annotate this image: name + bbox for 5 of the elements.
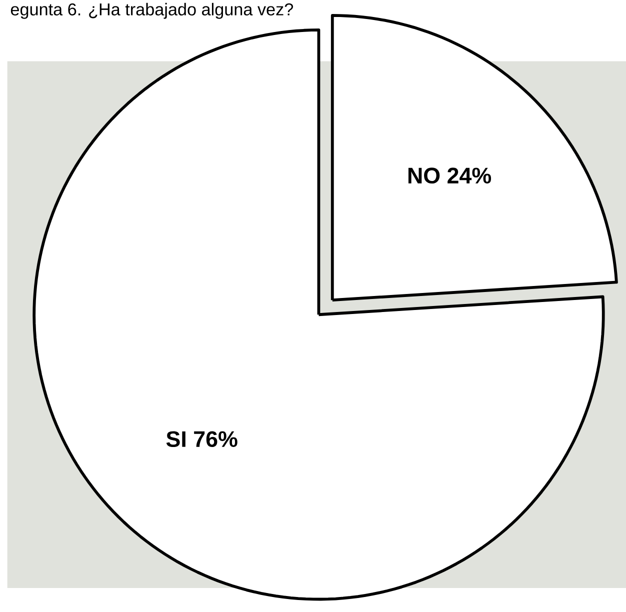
chart-title: egunta 6. ¿Ha trabajado alguna vez? xyxy=(10,3,294,19)
data-label: 76% xyxy=(194,431,238,448)
data-label: 24% xyxy=(448,168,492,184)
slice-label: NO xyxy=(408,168,440,184)
slice-label: SI xyxy=(166,431,186,448)
